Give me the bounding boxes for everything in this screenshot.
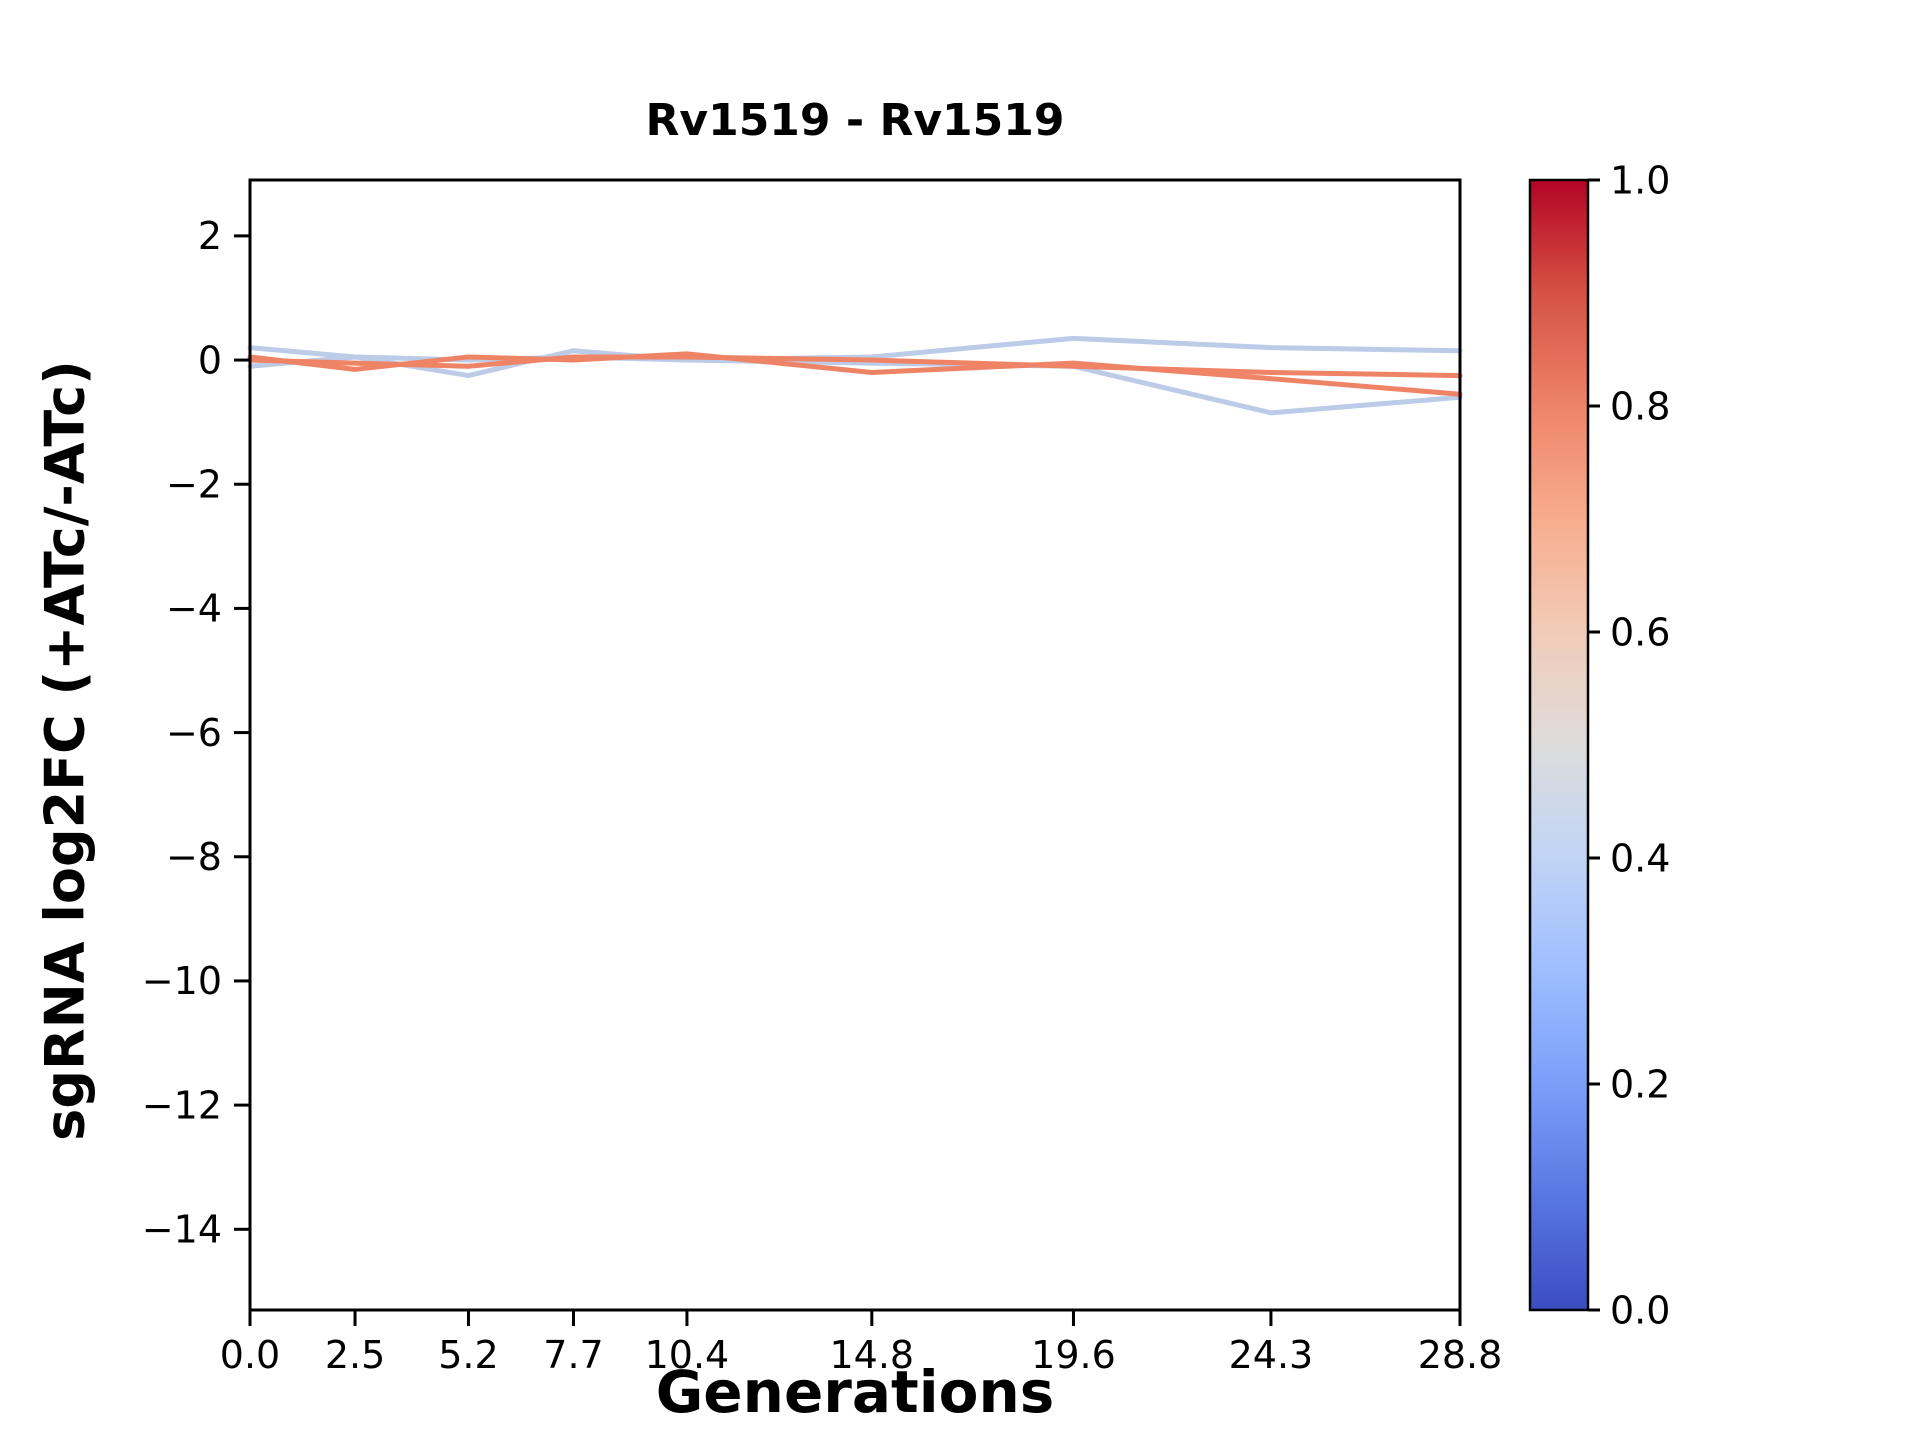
x-tick-label: 0.0 — [220, 1333, 280, 1377]
colorbar-tick-label: 1.0 — [1610, 158, 1670, 202]
chart-title: Rv1519 - Rv1519 — [645, 95, 1065, 146]
x-tick-label: 5.2 — [438, 1333, 498, 1377]
y-tick-label: −14 — [142, 1208, 222, 1252]
x-tick-label: 7.7 — [543, 1333, 603, 1377]
colorbar-border — [1528, 178, 1590, 1312]
y-tick-label: −6 — [166, 711, 222, 755]
x-tick-label: 19.6 — [1031, 1333, 1116, 1377]
axes-border — [248, 178, 1462, 1312]
colorbar-tick-label: 0.4 — [1610, 836, 1670, 880]
x-axis-label: Generations — [655, 1358, 1055, 1426]
x-tick-label: 24.3 — [1229, 1333, 1314, 1377]
x-tick-label: 2.5 — [325, 1333, 385, 1377]
y-tick-label: −8 — [166, 835, 222, 879]
y-tick-label: 0 — [198, 338, 222, 382]
colorbar-tick-label: 0.6 — [1610, 610, 1670, 654]
x-tick-label: 10.4 — [645, 1333, 730, 1377]
x-tick-label: 14.8 — [830, 1333, 915, 1377]
y-tick-label: −2 — [166, 463, 222, 507]
y-tick-label: −4 — [166, 587, 222, 631]
series-line-sgRNA-orange-2 — [247, 354, 1463, 379]
y-tick-label: −12 — [142, 1083, 222, 1127]
colorbar-tick-label: 0.8 — [1610, 384, 1670, 428]
y-tick-label: −10 — [142, 959, 222, 1003]
x-tick-label: 28.8 — [1418, 1333, 1503, 1377]
y-tick-label: 2 — [198, 214, 222, 258]
colorbar-gradient — [1530, 180, 1588, 1310]
colorbar-tick-label: 0.0 — [1610, 1288, 1670, 1332]
series-line-sgRNA-blue-2 — [247, 354, 1463, 416]
colorbar-tick-label: 0.2 — [1610, 1062, 1670, 1106]
